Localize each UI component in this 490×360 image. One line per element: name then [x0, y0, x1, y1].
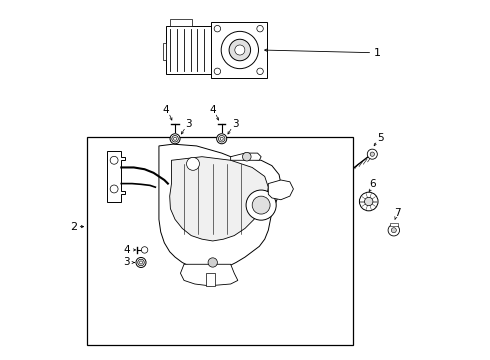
- Circle shape: [110, 185, 118, 193]
- Text: 5: 5: [377, 133, 384, 143]
- Bar: [170, 19, 192, 26]
- Bar: [166, 26, 211, 74]
- Circle shape: [220, 137, 223, 140]
- Circle shape: [365, 197, 373, 206]
- Polygon shape: [269, 180, 294, 200]
- Circle shape: [221, 31, 259, 69]
- Bar: [163, 43, 166, 60]
- Circle shape: [243, 152, 251, 161]
- Bar: [390, 223, 398, 226]
- Circle shape: [252, 196, 270, 214]
- Polygon shape: [107, 151, 125, 202]
- Text: 4: 4: [209, 105, 216, 115]
- Text: 3: 3: [123, 257, 130, 267]
- Text: 3: 3: [232, 120, 239, 129]
- Circle shape: [136, 257, 146, 267]
- Circle shape: [229, 39, 250, 61]
- Circle shape: [246, 190, 276, 220]
- Polygon shape: [231, 153, 261, 160]
- Bar: [87, 137, 353, 345]
- Circle shape: [257, 26, 263, 32]
- Circle shape: [172, 135, 178, 142]
- Circle shape: [359, 192, 378, 211]
- Text: 7: 7: [394, 208, 401, 219]
- Circle shape: [235, 45, 245, 55]
- Text: 2: 2: [70, 222, 77, 231]
- Circle shape: [388, 225, 399, 236]
- Polygon shape: [170, 157, 269, 241]
- Polygon shape: [180, 264, 238, 286]
- Text: 3: 3: [185, 120, 192, 129]
- Circle shape: [173, 137, 176, 140]
- Circle shape: [141, 247, 148, 253]
- Circle shape: [392, 228, 396, 233]
- Circle shape: [214, 26, 220, 32]
- Circle shape: [214, 68, 220, 75]
- Circle shape: [140, 261, 143, 264]
- Circle shape: [368, 149, 377, 159]
- Polygon shape: [159, 144, 281, 270]
- Circle shape: [187, 157, 199, 170]
- Text: 4: 4: [163, 105, 170, 115]
- Circle shape: [110, 156, 118, 164]
- Circle shape: [219, 135, 225, 142]
- Bar: [205, 273, 215, 286]
- Bar: [211, 22, 267, 78]
- Circle shape: [217, 134, 227, 144]
- Text: 1: 1: [374, 48, 381, 58]
- Text: 6: 6: [370, 179, 376, 189]
- Circle shape: [170, 134, 180, 144]
- Circle shape: [370, 152, 374, 156]
- Circle shape: [257, 68, 263, 75]
- Text: 4: 4: [123, 245, 130, 255]
- Circle shape: [208, 258, 218, 267]
- Circle shape: [138, 259, 144, 266]
